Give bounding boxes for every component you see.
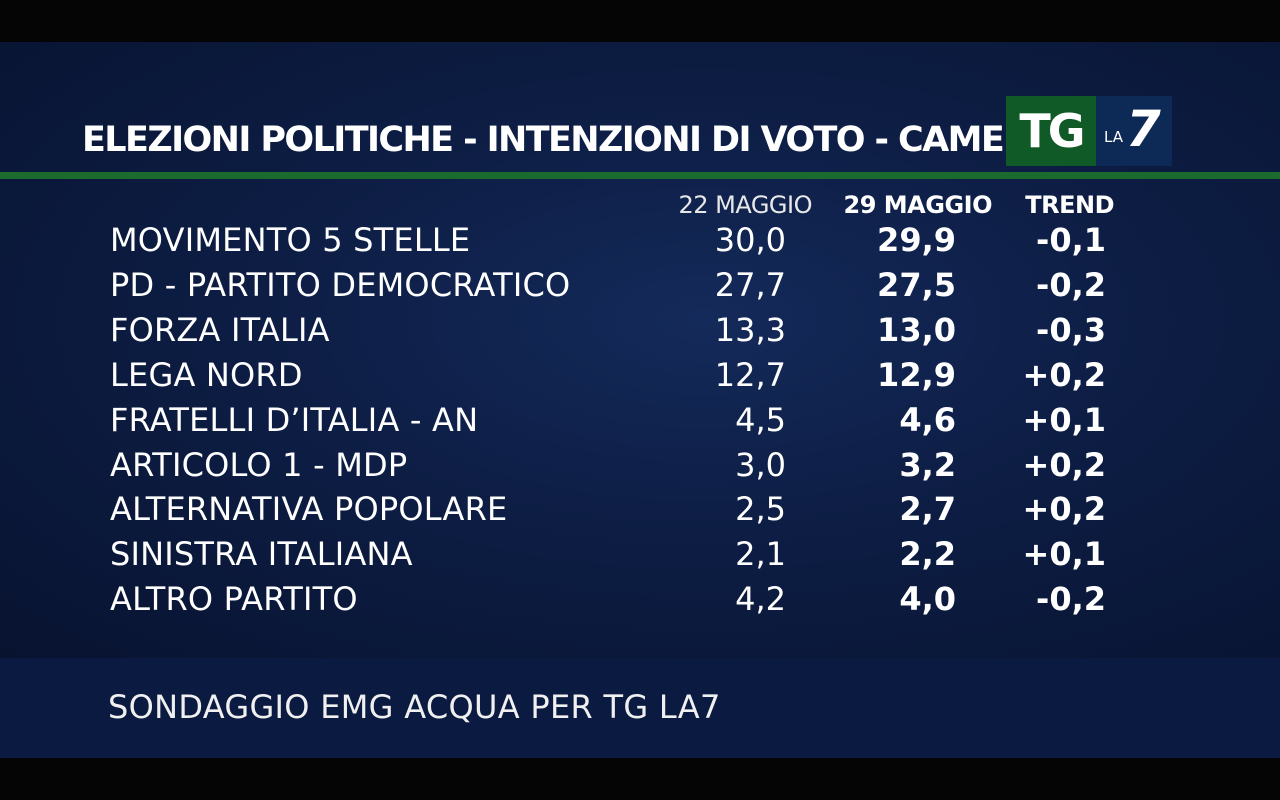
- column-header-curr: 29 MAGGIO: [843, 191, 993, 219]
- logo-la7-block: LA 7: [1096, 96, 1172, 166]
- trend-value: +0,2: [1022, 490, 1107, 529]
- trend-value: +0,2: [1022, 445, 1107, 484]
- footer-band: [0, 658, 1280, 758]
- table-row: FRATELLI D’ITALIA - AN 4,5 4,6 +0,1: [0, 398, 1280, 442]
- table-row: MOVIMENTO 5 STELLE 30,0 29,9 -0,1: [0, 218, 1280, 262]
- value-curr: 2,2: [899, 535, 956, 574]
- value-curr: 29,9: [877, 221, 956, 259]
- value-curr: 12,9: [877, 355, 956, 394]
- party-name: FRATELLI D’ITALIA - AN: [110, 400, 479, 439]
- trend-value: -0,2: [1036, 265, 1106, 304]
- table-row: FORZA ITALIA 13,3 13,0 -0,3: [0, 308, 1280, 352]
- trend-value: -0,1: [1036, 221, 1106, 259]
- title-divider: [0, 172, 1280, 179]
- value-curr: 4,0: [899, 580, 956, 619]
- party-name: ALTRO PARTITO: [110, 580, 358, 619]
- party-name: MOVIMENTO 5 STELLE: [110, 221, 471, 259]
- trend-value: +0,2: [1022, 355, 1107, 394]
- party-name: ALTERNATIVA POPOLARE: [110, 490, 508, 529]
- source-caption: SONDAGGIO EMG ACQUA PER TG LA7: [108, 688, 721, 726]
- trend-value: +0,1: [1022, 535, 1107, 574]
- party-name: LEGA NORD: [110, 355, 303, 394]
- column-header-prev: 22 MAGGIO: [678, 191, 812, 219]
- table-row: PD - PARTITO DEMOCRATICO 27,7 27,5 -0,2: [0, 263, 1280, 307]
- value-prev: 2,1: [735, 535, 786, 574]
- table-row: ARTICOLO 1 - MDP 3,0 3,2 +0,2: [0, 443, 1280, 487]
- party-name: SINISTRA ITALIANA: [110, 535, 413, 574]
- party-name: PD - PARTITO DEMOCRATICO: [110, 265, 571, 304]
- value-curr: 3,2: [899, 445, 956, 484]
- value-curr: 27,5: [877, 265, 956, 304]
- page-title: ELEZIONI POLITICHE - INTENZIONI DI VOTO …: [82, 120, 1056, 160]
- value-prev: 13,3: [714, 310, 786, 349]
- trend-value: -0,2: [1036, 580, 1106, 619]
- value-curr: 4,6: [899, 400, 956, 439]
- logo-la-text: LA: [1104, 128, 1123, 146]
- value-curr: 2,7: [899, 490, 956, 529]
- table-row: SINISTRA ITALIANA 2,1 2,2 +0,1: [0, 532, 1280, 576]
- value-prev: 3,0: [735, 445, 786, 484]
- value-prev: 4,2: [735, 580, 786, 619]
- column-header-trend: TREND: [1025, 191, 1114, 219]
- value-prev: 27,7: [714, 265, 786, 304]
- table-row: ALTRO PARTITO 4,2 4,0 -0,2: [0, 577, 1280, 621]
- party-name: FORZA ITALIA: [110, 310, 330, 349]
- table-row: LEGA NORD 12,7 12,9 +0,2: [0, 353, 1280, 397]
- value-curr: 13,0: [877, 310, 956, 349]
- table-row: ALTERNATIVA POPOLARE 2,5 2,7 +0,2: [0, 487, 1280, 531]
- trend-value: -0,3: [1036, 310, 1106, 349]
- value-prev: 2,5: [735, 490, 786, 529]
- value-prev: 30,0: [714, 221, 786, 259]
- party-name: ARTICOLO 1 - MDP: [110, 445, 408, 484]
- letterbox-bottom: [0, 758, 1280, 800]
- letterbox-top: [0, 0, 1280, 42]
- logo-seven-text: 7: [1126, 100, 1161, 158]
- trend-value: +0,1: [1022, 400, 1107, 439]
- tg-la7-logo: TG LA 7: [1006, 96, 1172, 166]
- value-prev: 12,7: [714, 355, 786, 394]
- value-prev: 4,5: [735, 400, 786, 439]
- logo-tg-text: TG: [1006, 96, 1096, 166]
